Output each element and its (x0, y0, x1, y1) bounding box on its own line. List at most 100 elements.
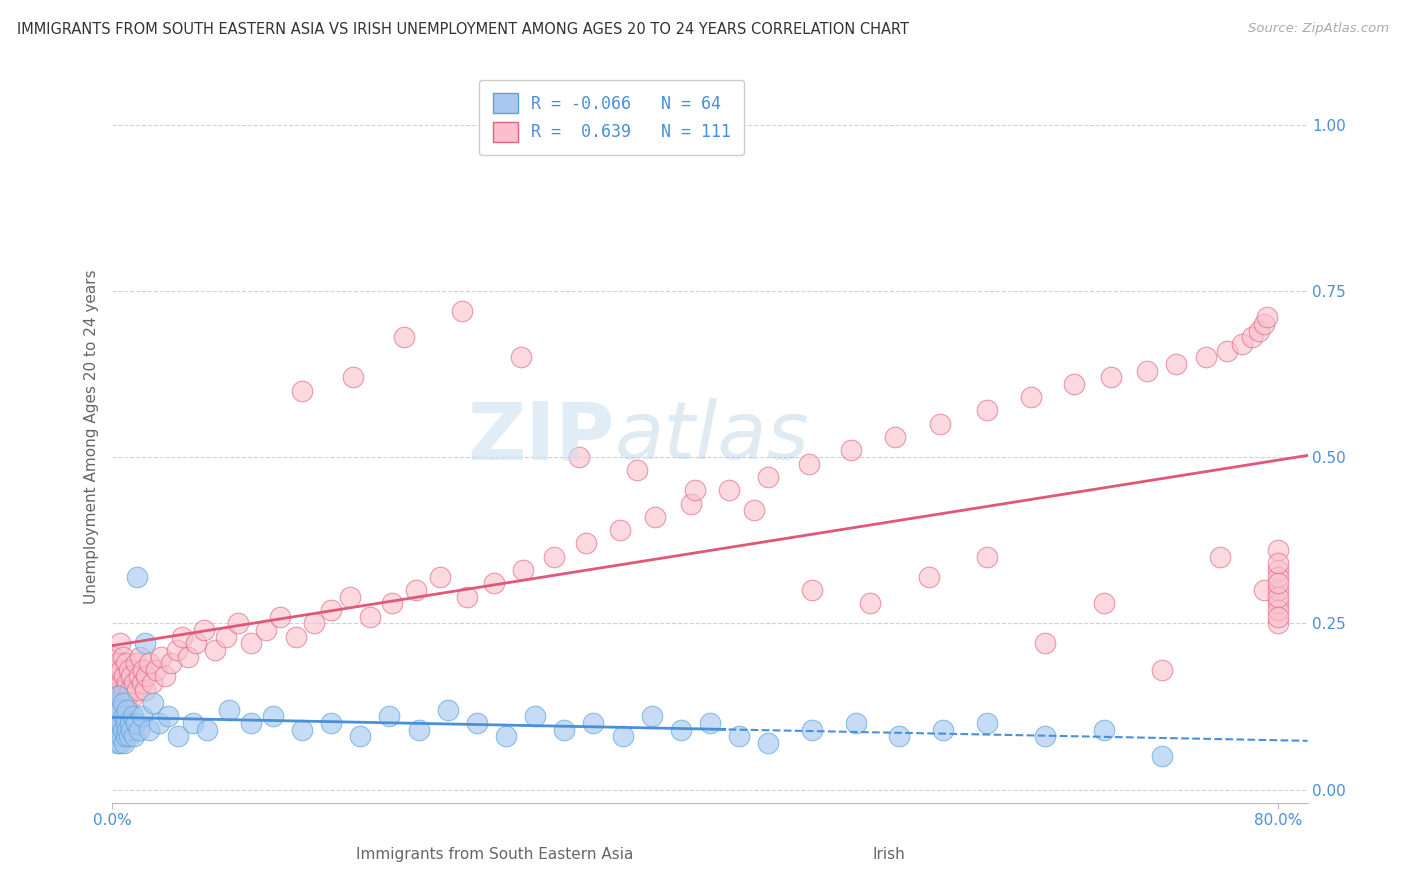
Point (976, 716, 998, 731)
Point (1267, 616, 1289, 631)
Point (495, 729, 517, 743)
Point (104, 729, 127, 743)
Point (1241, 330, 1264, 344)
Point (509, 351, 531, 365)
Point (644, 509, 666, 524)
Point (107, 656, 129, 670)
Point (108, 682, 131, 697)
Point (1230, 337, 1253, 351)
Point (609, 523, 631, 537)
Point (756, 470, 779, 484)
Point (801, 723, 824, 737)
Point (359, 609, 381, 624)
Point (103, 649, 125, 664)
Point (117, 663, 139, 677)
Text: Source: ZipAtlas.com: Source: ZipAtlas.com (1249, 22, 1389, 36)
Point (120, 669, 142, 683)
Point (112, 709, 135, 723)
Point (889, 729, 911, 743)
Point (112, 682, 135, 697)
Point (392, 330, 415, 344)
Point (1033, 636, 1056, 650)
Point (110, 729, 132, 743)
Point (193, 623, 215, 637)
Point (512, 563, 534, 577)
Point (111, 649, 134, 664)
Point (641, 709, 664, 723)
Point (1267, 582, 1289, 597)
Point (1249, 324, 1271, 338)
Point (669, 723, 692, 737)
Y-axis label: Unemployment Among Ages 20 to 24 years: Unemployment Among Ages 20 to 24 years (83, 269, 98, 605)
Point (122, 709, 145, 723)
Point (135, 669, 157, 683)
Point (141, 676, 163, 690)
Point (349, 729, 371, 743)
Point (456, 590, 478, 604)
Point (339, 590, 361, 604)
Point (381, 596, 404, 610)
Point (1267, 557, 1289, 571)
Point (929, 417, 952, 431)
Point (1033, 729, 1056, 743)
Point (127, 682, 149, 697)
Point (1267, 563, 1289, 577)
Point (129, 649, 152, 664)
Point (291, 384, 314, 398)
Point (118, 716, 141, 731)
Point (1194, 351, 1216, 365)
Point (1166, 357, 1188, 371)
Point (112, 669, 135, 683)
Point (114, 656, 136, 670)
Point (1253, 317, 1275, 331)
Point (1253, 582, 1275, 597)
Point (181, 716, 204, 731)
Point (104, 676, 127, 690)
Point (568, 450, 591, 464)
Point (148, 716, 170, 731)
Point (1099, 370, 1122, 384)
Point (917, 570, 939, 584)
Point (111, 696, 134, 710)
Point (841, 443, 863, 458)
Point (285, 630, 308, 644)
Point (166, 643, 188, 657)
Point (524, 709, 547, 723)
Point (103, 716, 125, 731)
Point (110, 716, 132, 731)
Point (1216, 343, 1239, 358)
Point (626, 463, 648, 477)
Point (142, 696, 165, 710)
Point (465, 716, 488, 731)
Text: Immigrants from South Eastern Asia: Immigrants from South Eastern Asia (356, 847, 634, 862)
Point (717, 483, 740, 498)
Point (118, 682, 141, 697)
Point (177, 649, 200, 664)
Point (105, 709, 128, 723)
Point (184, 636, 207, 650)
Point (685, 483, 707, 498)
Point (108, 703, 131, 717)
Point (114, 716, 136, 731)
Point (153, 669, 176, 683)
Point (134, 682, 156, 697)
Point (105, 736, 128, 750)
Point (204, 643, 226, 657)
Point (117, 729, 139, 743)
Point (436, 703, 458, 717)
Point (156, 709, 179, 723)
Point (145, 663, 167, 677)
Point (239, 716, 262, 731)
Point (132, 663, 155, 677)
Text: IMMIGRANTS FROM SOUTH EASTERN ASIA VS IRISH UNEMPLOYMENT AMONG AGES 20 TO 24 YEA: IMMIGRANTS FROM SOUTH EASTERN ASIA VS IR… (17, 22, 908, 37)
Point (408, 723, 430, 737)
Point (484, 576, 506, 591)
Point (742, 503, 765, 517)
Point (612, 729, 634, 743)
Point (1150, 749, 1173, 764)
Point (553, 723, 575, 737)
Point (128, 723, 150, 737)
Point (1267, 543, 1289, 558)
Point (1019, 390, 1042, 404)
Point (1267, 576, 1289, 591)
